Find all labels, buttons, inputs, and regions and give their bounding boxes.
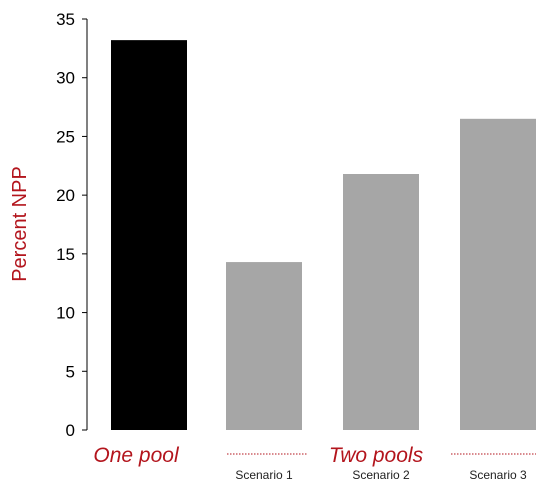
- y-tick-label: 35: [56, 10, 75, 29]
- bar-one-pool: [111, 40, 187, 430]
- y-tick-label: 25: [56, 127, 75, 146]
- y-tick-label: 30: [56, 69, 75, 88]
- category-labels: Scenario 1 Scenario 2 Scenario 3: [235, 468, 527, 482]
- bars: [111, 40, 536, 431]
- y-axis-label: Percent NPP: [9, 166, 31, 282]
- y-tick-label: 15: [56, 245, 75, 264]
- group-label-two-pools: Two pools: [329, 444, 424, 467]
- category-label: Scenario 2: [352, 468, 410, 482]
- group-label-one-pool: One pool: [93, 444, 180, 467]
- y-tick-label: 5: [66, 362, 75, 381]
- bar-scenario-1: [226, 262, 302, 430]
- y-tick-label: 10: [56, 304, 75, 323]
- bar-scenario-3: [460, 118, 536, 431]
- category-label: Scenario 3: [469, 468, 527, 482]
- bar-scenario-2: [343, 174, 419, 430]
- y-axis-ticks: 0 5 10 15 20 25 30 35: [56, 10, 87, 440]
- category-label: Scenario 1: [235, 468, 293, 482]
- y-tick-label: 0: [66, 421, 75, 440]
- y-tick-label: 20: [56, 186, 75, 205]
